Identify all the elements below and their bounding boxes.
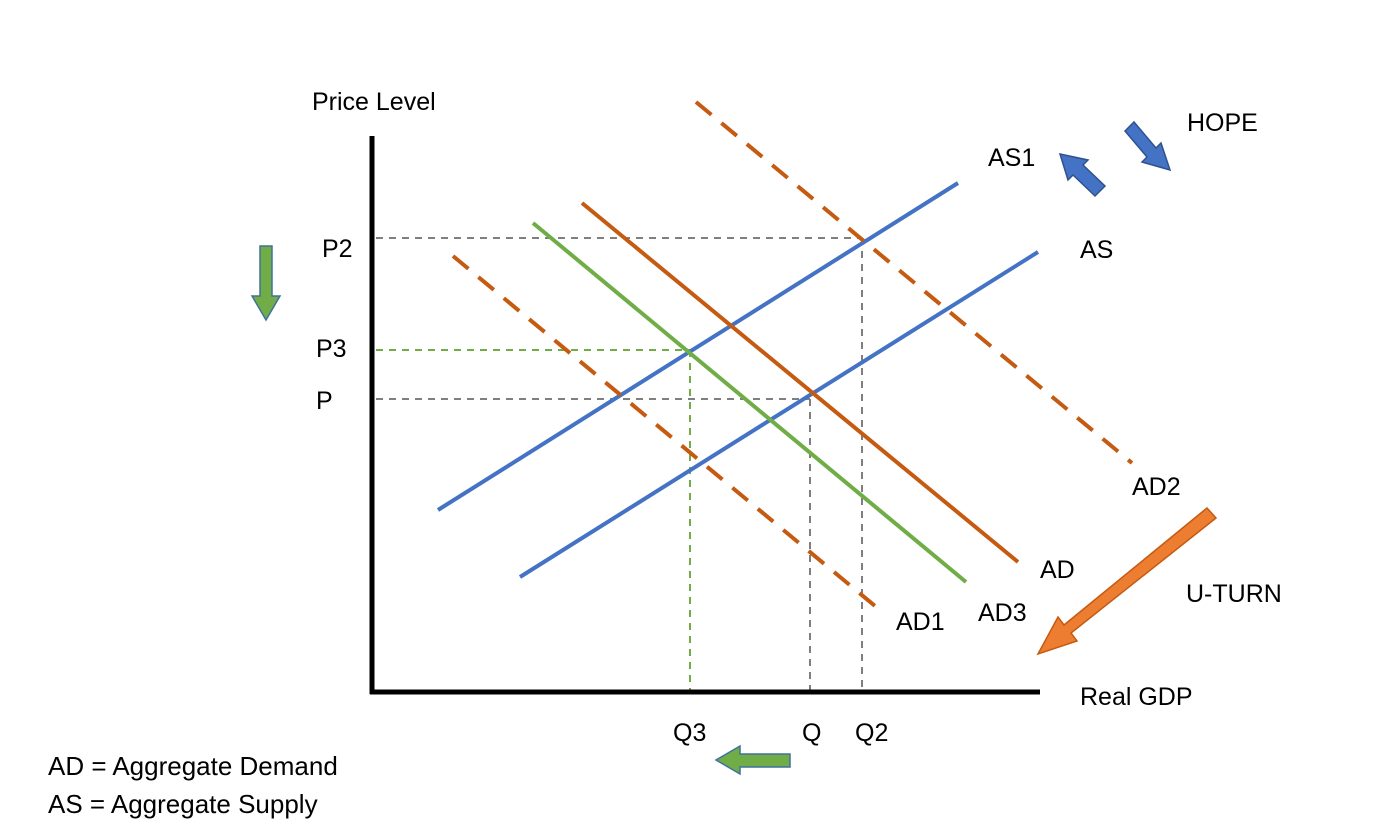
- q2-label: Q2: [855, 719, 888, 747]
- ad2-label: AD2: [1132, 473, 1181, 501]
- u-turn-arrow-icon: [1036, 506, 1218, 656]
- x-axis-label: Real GDP: [1080, 683, 1193, 711]
- ad-curve: [580, 201, 1020, 564]
- hope-up-arrow-icon: [1058, 152, 1107, 198]
- quantity-left-arrow-icon: [714, 744, 791, 776]
- p-label: P: [316, 387, 333, 415]
- y-axis-label: Price Level: [312, 88, 436, 116]
- as-label: AS: [1080, 236, 1113, 264]
- p3-label: P3: [316, 335, 347, 363]
- as1-label: AS1: [988, 144, 1035, 172]
- ad3-label: AD3: [978, 599, 1027, 627]
- ad1-label: AD1: [896, 608, 945, 636]
- ad3-curve: [531, 221, 968, 584]
- price-down-arrow-icon: [250, 245, 282, 322]
- ad1-curve: [451, 254, 877, 608]
- p2-label: P2: [322, 235, 353, 263]
- q-label: Q: [802, 719, 821, 747]
- as1-curve: [436, 181, 960, 512]
- q3-label: Q3: [673, 719, 706, 747]
- legend-as: AS = Aggregate Supply: [48, 789, 318, 819]
- legend-ad: AD = Aggregate Demand: [48, 751, 338, 781]
- hope-label: HOPE: [1187, 109, 1258, 137]
- hope-down-arrow-icon: [1123, 120, 1172, 172]
- ad2-curve: [694, 100, 1134, 465]
- ad-label: AD: [1040, 556, 1075, 584]
- as-curve: [518, 250, 1040, 579]
- u-turn-label: U-TURN: [1186, 580, 1282, 608]
- guide-lines: [376, 237, 863, 692]
